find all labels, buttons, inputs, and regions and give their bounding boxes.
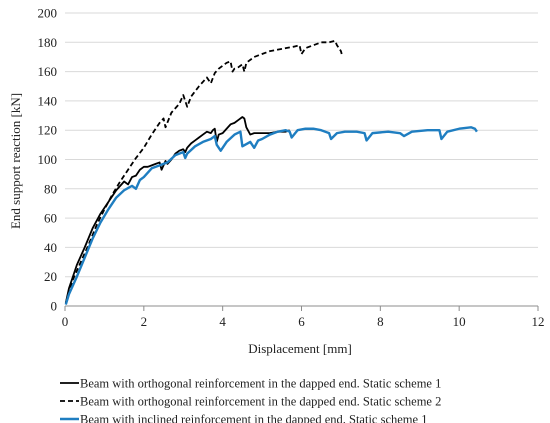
legend-label-1: Beam with orthogonal reinforcement in th…: [80, 377, 441, 391]
x-tick-label: 4: [219, 314, 226, 329]
x-tick-label: 10: [453, 314, 466, 329]
tick-labels: 0 20 40 60 80 100 120 140 160 180 200 0 2 4 6 8 10 12: [38, 6, 545, 330]
x-tick-label: 8: [377, 314, 384, 329]
series-line-2: [64, 39, 343, 304]
y-tick-label: 120: [38, 123, 58, 138]
x-tick-label: 6: [298, 314, 305, 329]
y-tick-label: 160: [38, 64, 58, 79]
x-tick-label: 0: [62, 314, 69, 329]
series-line-3: [64, 126, 478, 305]
legend-label-3: Beam with inclined reinforcement in the …: [80, 413, 427, 423]
x-axis-title: Displacement [mm]: [248, 341, 352, 356]
x-tick-label: 2: [141, 314, 148, 329]
y-tick-label: 200: [38, 6, 58, 21]
y-tick-label: 140: [38, 93, 58, 108]
series-line-1: [64, 116, 290, 304]
series-lines: [64, 39, 478, 305]
y-tick-label: 180: [38, 35, 58, 50]
y-tick-label: 20: [44, 269, 57, 284]
legend: Beam with orthogonal reinforcement in th…: [60, 377, 441, 423]
x-tick-label: 12: [532, 314, 545, 329]
y-tick-label: 60: [44, 211, 57, 226]
legend-label-2: Beam with orthogonal reinforcement in th…: [80, 395, 441, 409]
axes: [64, 305, 539, 311]
y-tick-label: 40: [44, 240, 57, 255]
y-axis-title: End support reaction [kN]: [8, 93, 23, 229]
y-tick-label: 80: [44, 181, 57, 196]
y-tick-label: 0: [51, 299, 58, 314]
y-tick-label: 100: [38, 152, 58, 167]
